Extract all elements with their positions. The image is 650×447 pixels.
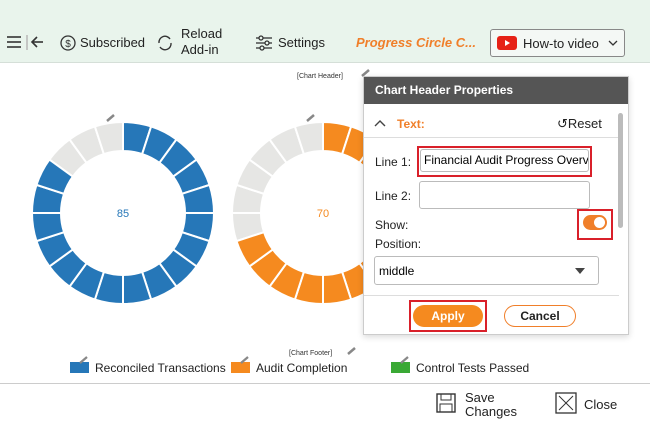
legend-label: Audit Completion — [256, 361, 347, 375]
chart-header-placeholder[interactable]: [Chart Header] — [297, 73, 343, 80]
show-toggle[interactable] — [583, 215, 607, 230]
howto-label: How-to video — [523, 36, 599, 51]
reload-line: Reload — [181, 26, 223, 41]
cancel-button[interactable]: Cancel — [504, 305, 576, 327]
reload-line: Add-in — [181, 42, 219, 57]
close-icon — [555, 392, 577, 414]
save-line: Save — [465, 390, 495, 405]
legend-swatch — [391, 362, 410, 373]
properties-panel: Chart Header Properties Text: ↺Reset Lin… — [363, 76, 629, 335]
legend-label: Control Tests Passed — [416, 361, 529, 375]
collapse-icon[interactable] — [374, 119, 386, 127]
settings-icon — [256, 35, 272, 51]
close-label: Close — [584, 397, 618, 412]
save-icon — [436, 393, 456, 413]
scrollbar[interactable] — [618, 113, 623, 228]
edit-pencil — [347, 347, 356, 355]
save-label: Save Changes — [465, 391, 517, 419]
svg-text:$: $ — [65, 39, 71, 50]
line2-input[interactable] — [419, 181, 590, 209]
settings-button[interactable]: Settings — [278, 35, 325, 50]
line1-label: Line 1: — [375, 155, 412, 169]
youtube-icon — [497, 36, 517, 50]
highlight-box — [409, 300, 487, 332]
donut-center-label: 85 — [117, 208, 129, 220]
reload-icon — [158, 35, 172, 51]
apply-button[interactable]: Apply — [413, 305, 483, 327]
reset-button[interactable]: ↺Reset — [557, 116, 602, 131]
donut-track — [230, 120, 324, 243]
edit-pencil — [306, 114, 315, 122]
edit-pencil — [79, 356, 88, 364]
donut-segment — [35, 158, 75, 196]
legend-label: Reconciled Transactions — [95, 361, 226, 375]
howto-button[interactable]: How-to video — [490, 29, 625, 57]
section-title: Text: — [397, 117, 425, 131]
edit-pencil — [240, 356, 249, 364]
nav-icons — [7, 35, 43, 50]
highlight-box — [577, 209, 613, 240]
position-label: Position: — [375, 237, 422, 251]
panel-title: Chart Header Properties — [364, 77, 628, 104]
chart-footer-placeholder[interactable]: [Chart Footer] — [289, 350, 333, 357]
edit-pencil — [361, 69, 370, 77]
donut-center-label: 70 — [317, 208, 329, 220]
app-title: Progress Circle C... — [356, 35, 476, 50]
legend-swatch — [231, 362, 250, 373]
footer-divider — [0, 383, 650, 384]
divider — [364, 295, 619, 296]
edit-pencil — [400, 356, 409, 364]
legend-swatch — [70, 362, 89, 373]
chevron — [608, 40, 618, 46]
reload-button[interactable]: Reload Add-in — [181, 26, 222, 58]
position-select[interactable]: middle — [374, 256, 599, 285]
position-value: middle — [379, 264, 415, 278]
line2-label: Line 2: — [375, 189, 412, 203]
highlight-box — [417, 146, 592, 177]
show-label: Show: — [375, 218, 409, 232]
edit-pencil — [106, 114, 115, 122]
toolbar: $ Subscribed Reload Add-in Settings Prog… — [0, 0, 650, 63]
line1-input[interactable]: Financial Audit Progress Overview — [420, 149, 589, 172]
divider — [364, 137, 619, 138]
donut-track — [47, 120, 124, 178]
subscribed-icon: $ — [60, 35, 76, 51]
reset-label: Reset — [567, 116, 602, 131]
donut-progress — [30, 120, 216, 306]
save-line: Changes — [465, 404, 518, 419]
donut-segment — [235, 230, 275, 268]
dropdown-arrow — [575, 268, 585, 274]
subscribed-button[interactable]: Subscribed — [80, 35, 146, 50]
